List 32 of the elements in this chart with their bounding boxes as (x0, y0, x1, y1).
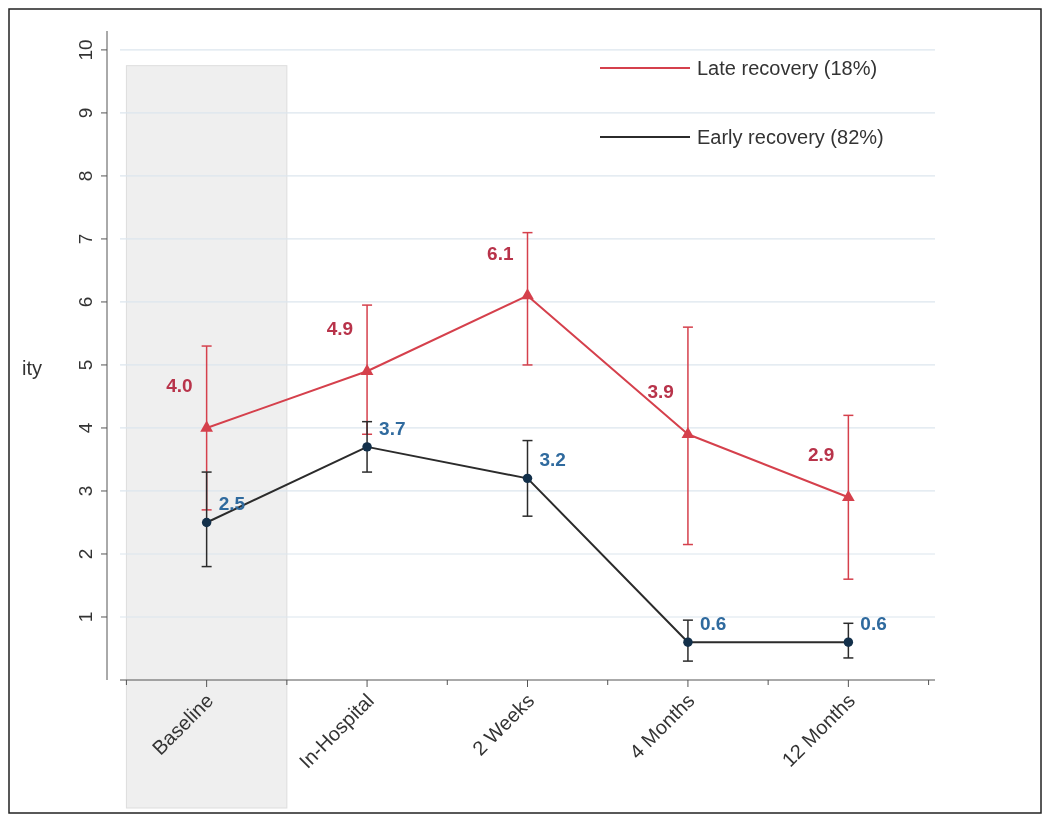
point (683, 637, 693, 647)
point (681, 426, 695, 438)
y-axis-title: ity (22, 357, 42, 380)
y-tick-label: 1 (75, 611, 96, 623)
data-label: 0.6 (699, 613, 727, 635)
point (522, 473, 533, 484)
point (521, 288, 534, 300)
point (362, 442, 372, 452)
y-tick-label: 5 (75, 359, 96, 371)
data-label: 6.1 (487, 242, 514, 264)
y-tick-label: 2 (75, 548, 96, 560)
y-tick-label: 7 (75, 233, 96, 245)
point (201, 517, 212, 528)
y-tick-label: 4 (75, 422, 96, 434)
y-tick-label: 6 (75, 296, 96, 308)
point (843, 637, 854, 647)
legend-label: Late recovery (18%) (697, 57, 878, 79)
y-tick-label: 3 (75, 485, 96, 497)
data-label: 0.6 (860, 613, 887, 635)
data-label: 4.0 (166, 374, 193, 396)
y-tick-label: 9 (75, 107, 96, 119)
point (200, 420, 213, 432)
data-label: 3.2 (539, 449, 566, 471)
data-label: 4.9 (326, 318, 354, 340)
point (360, 363, 374, 375)
legend-label: Early recovery (82%) (697, 126, 884, 148)
y-tick-label: 10 (75, 39, 96, 61)
data-label: 3.9 (647, 381, 674, 403)
y-tick-label: 8 (75, 170, 96, 182)
data-label: 3.7 (379, 417, 406, 439)
data-label: 2.5 (218, 493, 246, 515)
data-label: 2.9 (807, 444, 835, 466)
